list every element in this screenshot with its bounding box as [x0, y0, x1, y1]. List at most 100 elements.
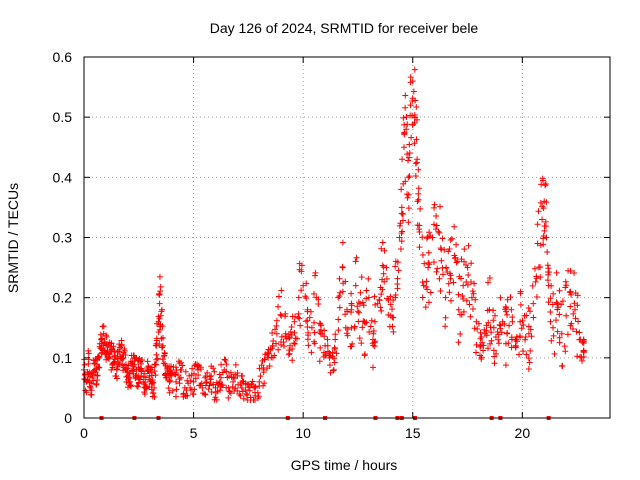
data-point-cluster	[545, 271, 552, 278]
data-point-cluster	[460, 308, 467, 315]
data-point-cluster	[149, 377, 156, 384]
data-point-cluster	[520, 321, 527, 328]
data-point	[495, 336, 502, 343]
data-point	[468, 294, 475, 301]
data-point-cluster	[397, 246, 404, 253]
y-tick-label: 0.6	[53, 49, 73, 65]
data-point-cluster	[344, 308, 351, 315]
data-point-cluster	[451, 223, 458, 230]
data-point-cluster	[85, 347, 92, 354]
data-point-cluster	[547, 295, 554, 302]
data-point-cluster	[344, 326, 351, 333]
data-point-cluster	[550, 290, 557, 297]
data-point-cluster	[406, 141, 413, 148]
data-point-cluster	[256, 365, 263, 372]
data-point-cluster	[109, 364, 116, 371]
data-point-cluster	[159, 334, 166, 341]
data-point-cluster	[411, 66, 418, 73]
data-point	[330, 366, 337, 373]
data-point-cluster	[483, 327, 490, 334]
data-point-cluster	[246, 387, 253, 394]
data-point-cluster	[453, 241, 460, 248]
data-point-cluster	[98, 340, 105, 347]
data-point-cluster	[517, 301, 524, 308]
data-point-cluster	[406, 149, 413, 156]
data-point-cluster	[572, 315, 579, 322]
data-point	[156, 300, 163, 307]
data-point-cluster	[491, 312, 498, 319]
data-point-cluster	[539, 203, 546, 210]
data-point-cluster	[470, 306, 477, 313]
data-point-cluster	[348, 290, 355, 297]
data-point-cluster	[507, 294, 514, 301]
data-point-cluster	[399, 217, 406, 224]
data-point-cluster	[379, 262, 386, 269]
data-point-cluster	[501, 320, 508, 327]
data-point-cluster	[466, 301, 473, 308]
data-point-cluster	[291, 340, 298, 347]
data-point-cluster	[330, 367, 337, 374]
data-point-cluster	[292, 335, 299, 342]
data-point-cluster	[188, 386, 195, 393]
data-point-cluster	[415, 166, 422, 173]
data-point-cluster	[402, 92, 409, 99]
data-point-cluster	[371, 318, 378, 325]
data-point-cluster	[96, 364, 103, 371]
data-point-cluster	[223, 368, 230, 375]
data-point-cluster	[539, 175, 546, 182]
data-point-cluster	[455, 339, 462, 346]
data-point-cluster	[153, 356, 160, 363]
data-point-cluster	[579, 357, 586, 364]
data-point-cluster	[407, 74, 414, 81]
data-point-cluster	[547, 309, 554, 316]
data-point-cluster	[273, 340, 280, 347]
data-point-cluster	[167, 367, 174, 374]
data-point-cluster	[354, 303, 361, 310]
data-point-cluster	[426, 261, 433, 268]
data-point-cluster	[385, 311, 392, 318]
data-point-cluster	[166, 389, 173, 396]
data-point-cluster	[554, 328, 561, 335]
data-point-cluster	[398, 238, 405, 245]
data-point-cluster	[423, 235, 430, 242]
data-point-cluster	[445, 280, 452, 287]
data-point-cluster	[381, 278, 388, 285]
data-point-cluster	[437, 245, 444, 252]
data-point-cluster	[412, 160, 419, 167]
data-point-cluster	[287, 328, 294, 335]
data-point-cluster	[176, 380, 183, 387]
data-point-cluster	[288, 324, 295, 331]
data-point-cluster	[359, 324, 366, 331]
data-point-cluster	[533, 294, 540, 301]
data-point-cluster	[383, 275, 390, 282]
data-point-cluster	[464, 281, 471, 288]
data-point-cluster	[355, 309, 362, 316]
data-point-cluster	[177, 374, 184, 381]
data-point-cluster	[351, 323, 358, 330]
data-point-cluster	[127, 382, 134, 389]
data-point-cluster	[504, 311, 511, 318]
data-point-cluster	[477, 343, 484, 350]
data-point-cluster	[421, 260, 428, 267]
data-point-cluster	[311, 338, 318, 345]
y-tick-label: 0.5	[53, 109, 73, 125]
data-point	[396, 234, 403, 241]
data-point-cluster	[534, 221, 541, 228]
data-point	[571, 306, 578, 313]
data-point-cluster	[158, 344, 165, 351]
data-point-cluster	[254, 389, 261, 396]
data-point-cluster	[468, 279, 475, 286]
data-point-cluster	[413, 116, 420, 123]
data-point-cluster	[487, 340, 494, 347]
data-point-cluster	[551, 350, 558, 357]
data-point-cluster	[502, 303, 509, 310]
data-point-cluster	[308, 349, 315, 356]
data-point-cluster	[141, 370, 148, 377]
data-point-cluster	[432, 226, 439, 233]
data-point-cluster	[376, 297, 383, 304]
data-point-cluster	[548, 337, 555, 344]
data-point-cluster	[348, 343, 355, 350]
data-point-cluster	[454, 258, 461, 265]
data-point-cluster	[419, 234, 426, 241]
data-point-cluster	[326, 362, 333, 369]
